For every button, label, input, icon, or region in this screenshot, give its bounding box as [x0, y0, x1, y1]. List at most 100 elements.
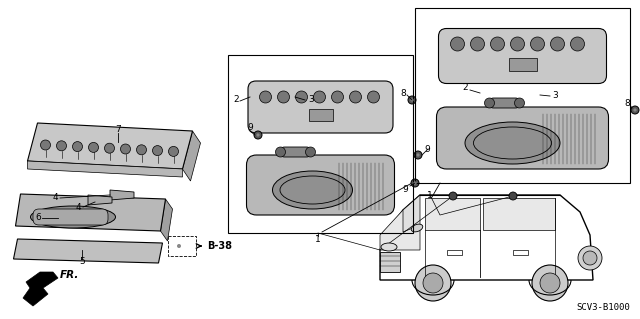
Circle shape — [449, 192, 457, 200]
Text: SCV3-B1000: SCV3-B1000 — [576, 303, 630, 312]
Polygon shape — [403, 195, 420, 232]
Circle shape — [631, 106, 639, 114]
Circle shape — [168, 146, 179, 156]
Circle shape — [417, 153, 420, 157]
Circle shape — [570, 37, 584, 51]
Ellipse shape — [31, 206, 115, 228]
FancyBboxPatch shape — [248, 81, 393, 133]
Circle shape — [423, 273, 443, 293]
Bar — [513, 250, 528, 255]
Polygon shape — [23, 272, 58, 306]
Polygon shape — [380, 210, 420, 250]
Circle shape — [511, 37, 525, 51]
Circle shape — [174, 241, 184, 251]
Circle shape — [634, 108, 637, 112]
FancyBboxPatch shape — [280, 147, 310, 157]
Polygon shape — [161, 199, 173, 241]
Text: 5: 5 — [79, 257, 85, 266]
Bar — [228, 55, 413, 233]
Text: 4: 4 — [75, 203, 81, 211]
Circle shape — [257, 133, 260, 137]
Polygon shape — [13, 239, 163, 263]
Circle shape — [278, 91, 289, 103]
Circle shape — [490, 37, 504, 51]
Text: 4: 4 — [52, 194, 58, 203]
Circle shape — [410, 98, 413, 101]
FancyBboxPatch shape — [33, 209, 108, 225]
Circle shape — [411, 179, 419, 187]
Text: 9: 9 — [424, 145, 429, 153]
Circle shape — [296, 91, 307, 103]
FancyBboxPatch shape — [246, 155, 394, 215]
Circle shape — [451, 37, 465, 51]
Bar — [447, 250, 462, 255]
Bar — [380, 252, 400, 272]
Polygon shape — [182, 131, 200, 181]
Polygon shape — [380, 195, 593, 280]
Text: 8: 8 — [624, 99, 630, 108]
Circle shape — [583, 251, 597, 265]
Circle shape — [314, 91, 326, 103]
Circle shape — [120, 144, 131, 154]
Ellipse shape — [381, 243, 397, 251]
Circle shape — [332, 91, 344, 103]
Circle shape — [136, 145, 147, 155]
Circle shape — [578, 246, 602, 270]
Circle shape — [72, 142, 83, 152]
Circle shape — [415, 265, 451, 301]
Text: 6: 6 — [35, 213, 41, 222]
Circle shape — [531, 37, 545, 51]
Text: 8: 8 — [400, 88, 406, 98]
Circle shape — [259, 91, 271, 103]
Text: 9: 9 — [247, 123, 253, 132]
Ellipse shape — [465, 122, 560, 164]
Text: 1: 1 — [427, 190, 433, 199]
Circle shape — [408, 96, 416, 104]
Ellipse shape — [412, 224, 423, 232]
Circle shape — [414, 151, 422, 159]
Bar — [509, 58, 536, 71]
Circle shape — [88, 142, 99, 152]
Polygon shape — [88, 195, 112, 205]
Circle shape — [40, 140, 51, 150]
Bar — [308, 109, 333, 121]
Text: B-38: B-38 — [207, 241, 232, 251]
Text: 9: 9 — [403, 186, 408, 195]
Circle shape — [349, 91, 362, 103]
Polygon shape — [28, 161, 182, 177]
Circle shape — [532, 265, 568, 301]
Circle shape — [367, 91, 380, 103]
Circle shape — [470, 37, 484, 51]
Circle shape — [550, 37, 564, 51]
Bar — [415, 8, 630, 183]
Circle shape — [305, 147, 316, 157]
Circle shape — [484, 98, 495, 108]
Circle shape — [413, 182, 417, 185]
Text: 7: 7 — [115, 125, 121, 135]
FancyBboxPatch shape — [490, 98, 520, 108]
Circle shape — [275, 147, 285, 157]
Circle shape — [152, 145, 163, 156]
Circle shape — [254, 131, 262, 139]
Circle shape — [104, 143, 115, 153]
Polygon shape — [110, 190, 134, 200]
Text: 3: 3 — [308, 95, 314, 105]
Bar — [168, 236, 196, 256]
FancyBboxPatch shape — [436, 107, 609, 169]
Text: 2: 2 — [462, 84, 468, 93]
Circle shape — [540, 273, 560, 293]
Circle shape — [177, 244, 181, 248]
Polygon shape — [425, 198, 480, 230]
Polygon shape — [483, 198, 555, 230]
Text: 2: 2 — [233, 95, 239, 105]
Text: 3: 3 — [552, 91, 557, 100]
FancyBboxPatch shape — [438, 28, 607, 84]
Polygon shape — [28, 123, 193, 169]
Text: 1: 1 — [315, 235, 321, 244]
Circle shape — [509, 192, 517, 200]
Circle shape — [515, 98, 525, 108]
Circle shape — [56, 141, 67, 151]
Polygon shape — [15, 194, 166, 231]
Ellipse shape — [273, 171, 353, 209]
Text: FR.: FR. — [60, 270, 79, 280]
